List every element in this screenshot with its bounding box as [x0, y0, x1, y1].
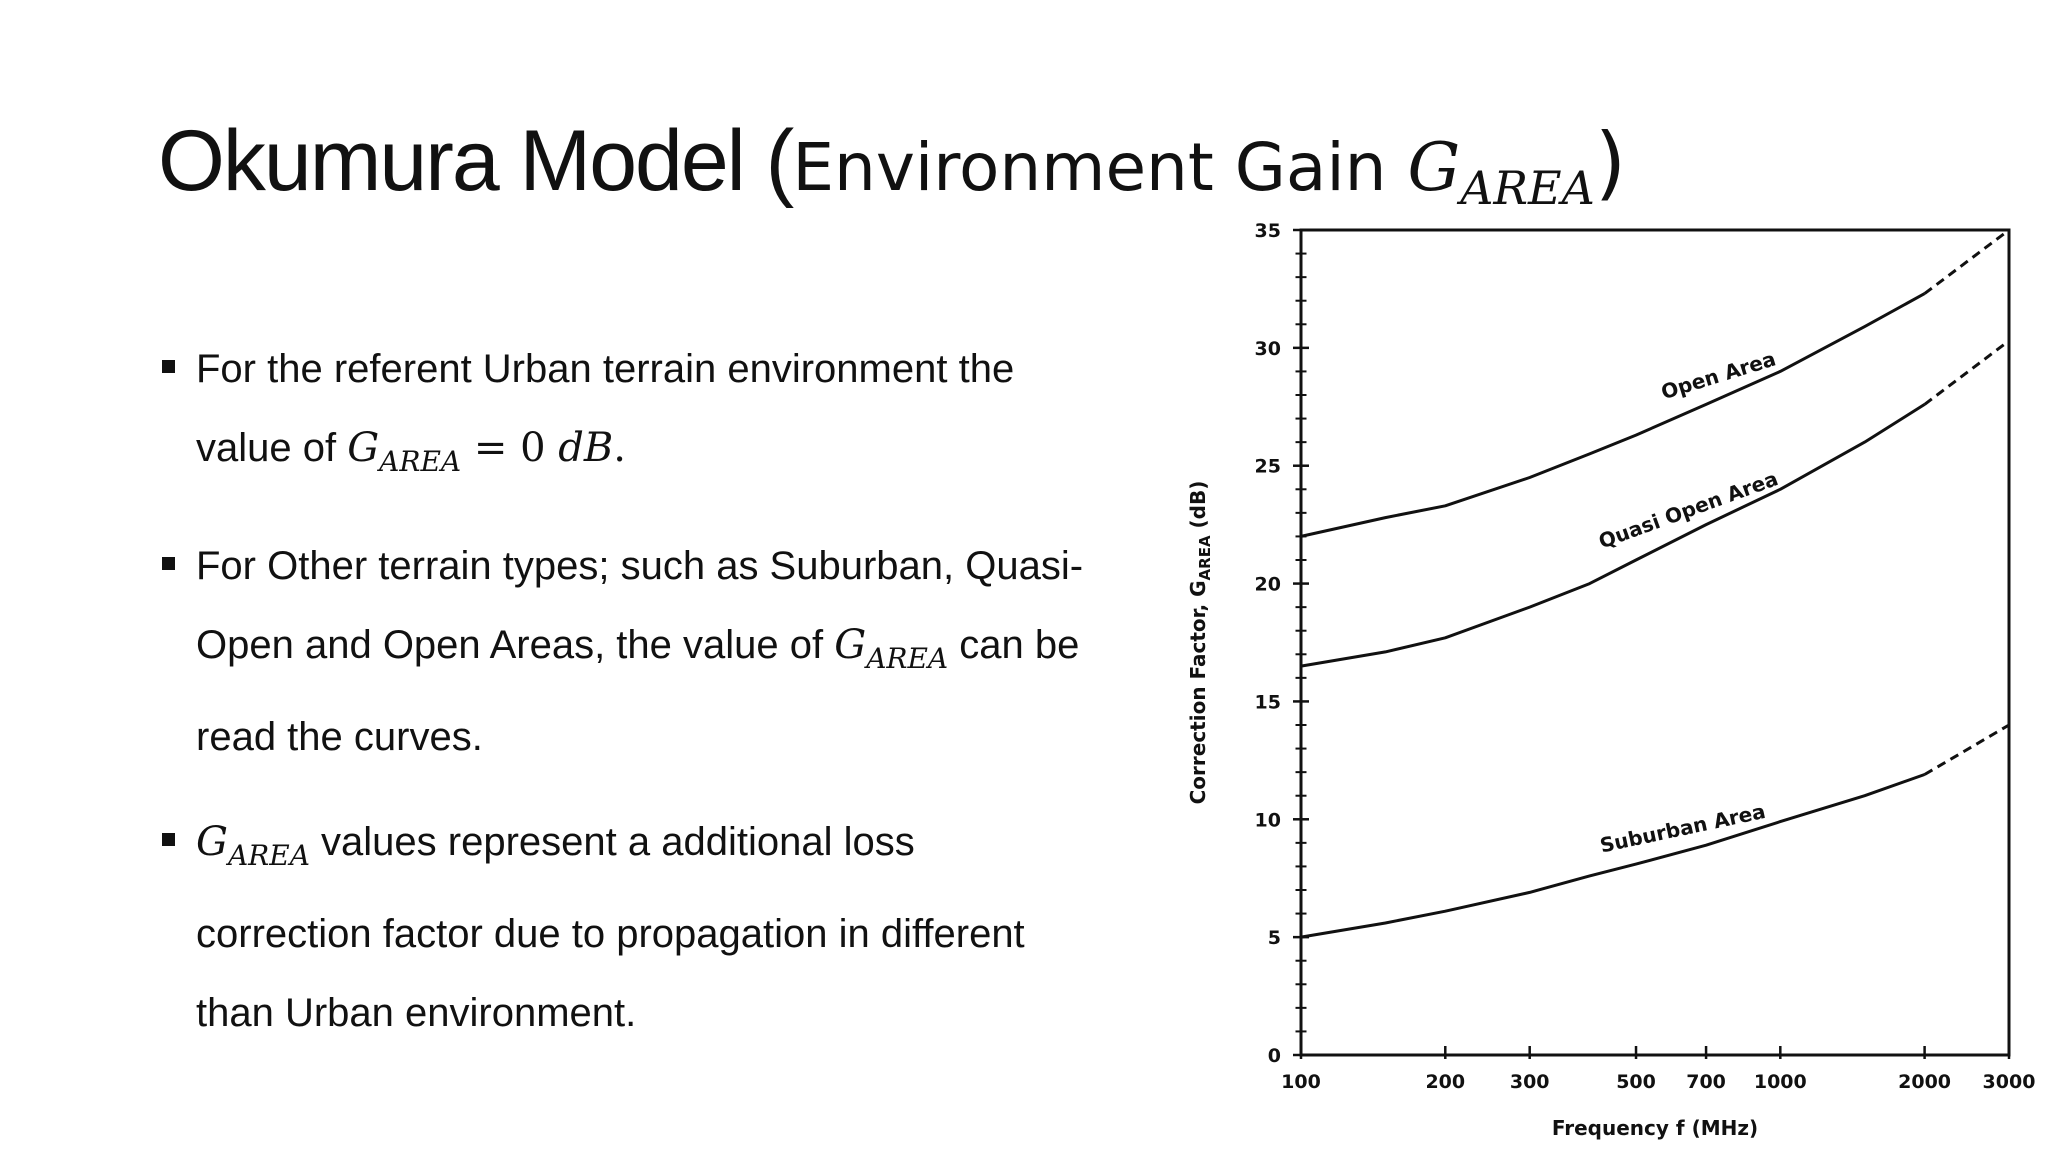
bullet-line: Open and Open Areas, the value of GAREA … — [196, 622, 1080, 675]
x-tick-label: 500 — [1616, 1071, 1656, 1093]
x-tick-label: 300 — [1510, 1071, 1550, 1093]
y-tick-label: 10 — [1255, 809, 1281, 831]
suburban-area-label: Suburban Area — [1598, 799, 1768, 858]
x-tick-label: 100 — [1281, 1071, 1321, 1093]
quasi-open-area-curve — [1300, 403, 1926, 668]
bullet-urban: For the referent Urban terrain environme… — [160, 330, 1160, 501]
bullet-marker — [162, 557, 175, 570]
bullet-marker — [162, 833, 175, 846]
bullet-marker — [162, 360, 175, 373]
x-tick-label: 2000 — [1898, 1071, 1951, 1093]
plot-frame — [1299, 228, 2011, 1057]
slide-title: Okumura Model (Environment Gain GAREA) — [158, 118, 1626, 211]
open-area-extrapolation — [1923, 228, 2010, 295]
bullet-line: value of GAREA = 0 dB. — [196, 425, 626, 478]
open-area-curve — [1300, 292, 1926, 538]
bullet-other-terrain: For Other terrain types; such as Suburba… — [160, 527, 1160, 777]
title-variable: GAREA — [1407, 129, 1595, 215]
garea-chart: 0 5 10 15 20 25 30 35 100 200 300 500 700 1000 2000 300… — [1186, 220, 2036, 1140]
suburban-area-curve — [1300, 773, 1926, 939]
suburban-area-extrapolation — [1923, 723, 2010, 776]
y-tick-label: 25 — [1255, 456, 1281, 478]
y-tick-label: 35 — [1255, 220, 1281, 242]
y-tick-label: 20 — [1255, 574, 1281, 596]
bullet-line: For Other terrain types; such as Suburba… — [196, 544, 1084, 588]
x-tick-label: 700 — [1686, 1071, 1726, 1093]
quasi-open-area-label: Quasi Open Area — [1595, 466, 1781, 553]
bullet-line: read the curves. — [196, 715, 483, 759]
y-tick-label: 15 — [1255, 691, 1281, 713]
bullet-line: correction factor due to propagation in … — [196, 912, 1025, 956]
bullet-line: GAREA values represent a additional loss — [196, 819, 915, 872]
y-tick-label: 5 — [1268, 927, 1281, 949]
open-area-label: Open Area — [1658, 347, 1778, 405]
bullet-line: than Urban environment. — [196, 991, 637, 1035]
title-sub: Environment Gain — [792, 129, 1408, 206]
x-tick-label: 200 — [1425, 1071, 1465, 1093]
y-tick-label: 30 — [1255, 338, 1281, 360]
bullet-list: For the referent Urban terrain environme… — [160, 330, 1160, 1079]
title-close: ) — [1594, 116, 1627, 209]
x-axis-label: Frequency f (MHz) — [1552, 1116, 1758, 1140]
bullet-garea-meaning: GAREA values represent a additional loss… — [160, 803, 1160, 1053]
y-axis-label: Correction Factor, GAREA (dB) — [1186, 481, 1214, 805]
quasi-open-area-extrapolation — [1923, 339, 2010, 406]
y-tick-label: 0 — [1268, 1045, 1281, 1067]
x-tick-label: 3000 — [1983, 1071, 2036, 1093]
title-main: Okumura Model ( — [158, 113, 794, 209]
x-tick-label: 1000 — [1754, 1071, 1807, 1093]
bullet-line: For the referent Urban terrain environme… — [196, 347, 1015, 391]
